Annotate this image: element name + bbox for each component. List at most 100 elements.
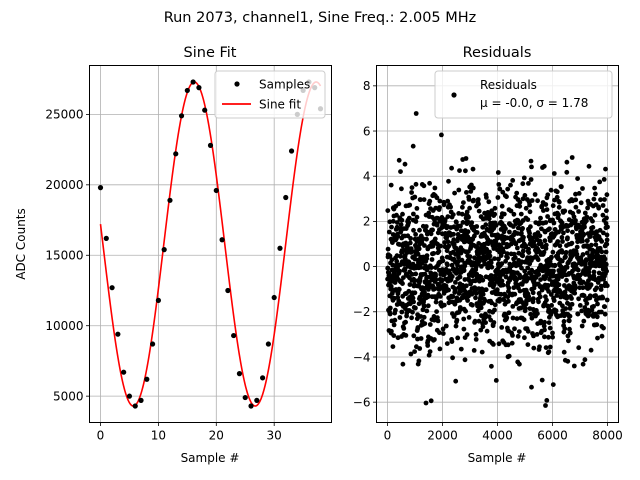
residual-point (434, 221, 440, 227)
residual-point (435, 318, 441, 324)
residual-point (385, 265, 391, 271)
residual-point (542, 334, 547, 340)
residual-point (579, 308, 585, 314)
residual-point (513, 241, 519, 247)
residual-point (571, 363, 577, 369)
residual-point (457, 307, 463, 312)
sine-fit-ytick-label: 20000 (45, 178, 83, 192)
residual-point (471, 197, 476, 203)
residual-point (431, 251, 436, 256)
residual-point (529, 267, 535, 273)
residual-point (393, 307, 398, 313)
residual-point (520, 181, 526, 187)
residual-point (562, 208, 568, 214)
sample-point (144, 376, 150, 382)
residual-point (551, 171, 557, 176)
residual-point (561, 230, 566, 236)
residual-point (479, 349, 485, 355)
residual-point (464, 332, 470, 337)
residual-point (591, 196, 597, 202)
sine-fit-ytick-label: 25000 (45, 108, 83, 122)
residual-point (580, 361, 586, 367)
residual-point (438, 243, 443, 249)
residual-point (400, 281, 405, 286)
residual-point (457, 274, 463, 280)
residual-point (578, 258, 584, 263)
residual-point (599, 239, 605, 244)
residual-point (590, 225, 596, 230)
residual-point (523, 243, 529, 249)
residuals-xlabel: Sample # (468, 451, 527, 465)
residual-point (399, 186, 404, 192)
residual-point (602, 197, 607, 202)
residual-point (483, 222, 489, 228)
residual-point (448, 204, 453, 210)
residual-point (510, 333, 515, 338)
sample-point (173, 151, 179, 157)
residual-point (600, 203, 606, 208)
residual-point (389, 224, 394, 230)
residual-point (401, 275, 406, 280)
residual-point (474, 224, 480, 229)
residual-point (604, 241, 610, 247)
residual-point (567, 306, 573, 311)
residual-point (600, 295, 606, 301)
sample-point (178, 113, 185, 119)
sine-fit-ticks: 0 10 20 30 5000 10000 15000 20000 25000 (45, 108, 282, 443)
residual-point (460, 282, 465, 288)
residual-point (505, 255, 510, 261)
residual-point (487, 249, 492, 255)
residual-point (517, 361, 522, 367)
residual-point (602, 256, 608, 262)
residual-point (409, 185, 415, 191)
residual-point (453, 280, 458, 285)
residual-point (443, 323, 449, 329)
residual-point (444, 341, 450, 346)
legend-sinefit-label: Sine fit (259, 98, 301, 112)
residuals-xtick-label: 4000 (482, 429, 513, 443)
residual-point (591, 273, 597, 279)
residual-point (569, 301, 575, 307)
residual-point (509, 340, 515, 346)
residual-point (585, 238, 590, 244)
residual-point (573, 204, 579, 210)
residual-point (499, 203, 505, 209)
residual-point (597, 179, 603, 185)
residual-point (414, 214, 420, 220)
residual-point (465, 298, 470, 303)
residual-point (584, 301, 590, 306)
residual-point (517, 288, 523, 294)
sample-point (265, 341, 271, 347)
sine-fit-axes-frame (89, 65, 332, 423)
residual-point (463, 156, 469, 161)
sine-fit-grid (89, 65, 332, 423)
residual-point (543, 220, 549, 225)
residual-point (564, 159, 570, 165)
residual-point (510, 315, 516, 321)
residual-point (402, 161, 408, 167)
residual-point (595, 335, 600, 341)
residual-point (480, 324, 486, 330)
sine-fit-xlabel: Sample # (181, 451, 240, 465)
residual-point (396, 287, 402, 292)
sample-point (260, 375, 266, 381)
residual-point (544, 207, 550, 213)
sample-point (150, 341, 156, 347)
residual-point (556, 199, 562, 205)
residual-point (567, 313, 573, 319)
residual-point (599, 309, 604, 315)
residual-point (397, 268, 402, 274)
residual-point (512, 326, 517, 332)
residual-point (602, 311, 608, 317)
residual-point (522, 193, 528, 198)
residual-point (453, 252, 458, 257)
residual-point (428, 398, 434, 404)
residual-point (492, 256, 497, 261)
residual-point (427, 180, 432, 186)
residual-point (521, 317, 527, 323)
residual-point (409, 271, 415, 277)
residual-point (545, 192, 551, 198)
residuals-ytick-label: 6 (363, 124, 371, 138)
residual-point (561, 349, 567, 355)
residual-point (594, 285, 600, 291)
